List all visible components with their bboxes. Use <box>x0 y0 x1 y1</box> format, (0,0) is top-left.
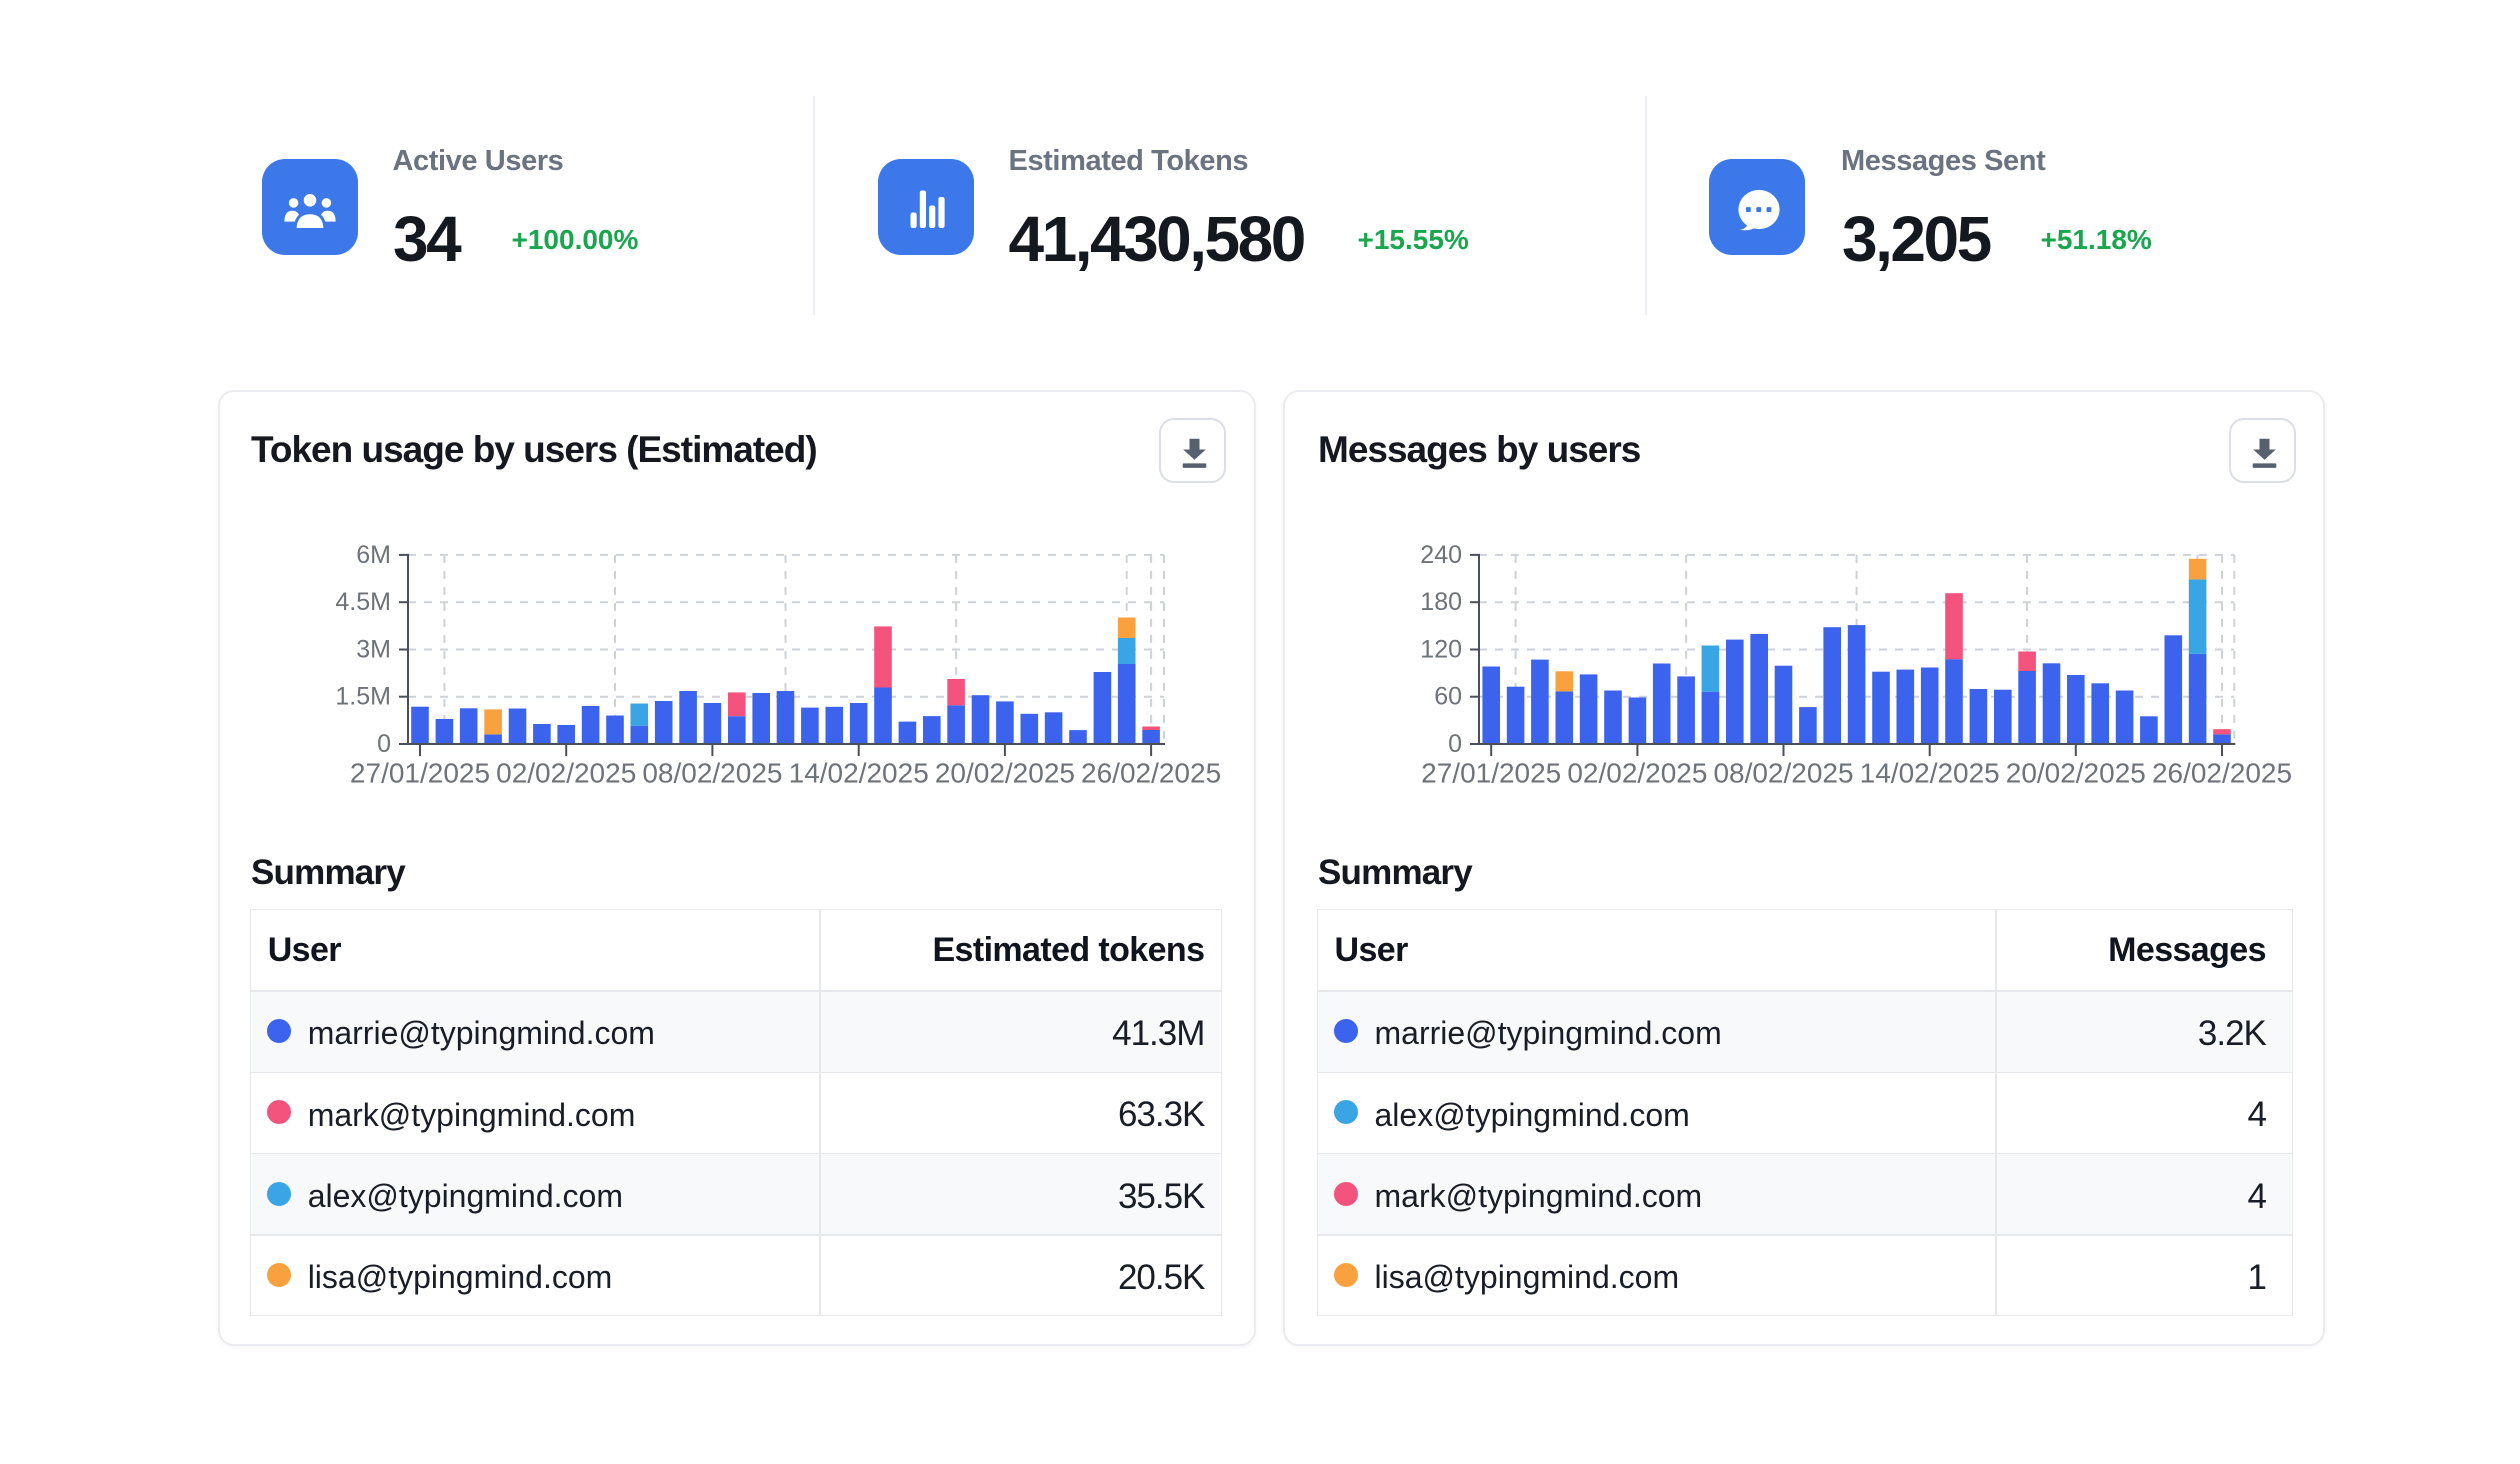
svg-text:20/02/2025: 20/02/2025 <box>2006 757 2146 788</box>
svg-text:180: 180 <box>1420 588 1462 616</box>
svg-text:02/02/2025: 02/02/2025 <box>496 758 636 789</box>
svg-text:120: 120 <box>1420 636 1462 664</box>
svg-text:14/02/2025: 14/02/2025 <box>1860 757 2000 788</box>
svg-text:4.5M: 4.5M <box>335 588 391 616</box>
svg-text:02/02/2025: 02/02/2025 <box>1568 757 1708 788</box>
svg-text:60: 60 <box>1434 683 1462 711</box>
svg-text:26/02/2025: 26/02/2025 <box>1081 758 1221 789</box>
svg-text:08/02/2025: 08/02/2025 <box>642 758 782 789</box>
svg-text:6M: 6M <box>356 541 391 569</box>
svg-text:27/01/2025: 27/01/2025 <box>1421 757 1561 788</box>
svg-text:20/02/2025: 20/02/2025 <box>934 758 1074 789</box>
svg-text:1.5M: 1.5M <box>335 683 391 711</box>
svg-text:0: 0 <box>1448 730 1462 758</box>
svg-text:0: 0 <box>377 730 391 758</box>
svg-text:27/01/2025: 27/01/2025 <box>349 758 489 789</box>
svg-text:26/02/2025: 26/02/2025 <box>2152 757 2292 788</box>
svg-text:08/02/2025: 08/02/2025 <box>1714 757 1854 788</box>
svg-text:3M: 3M <box>356 636 391 664</box>
svg-text:240: 240 <box>1420 541 1462 569</box>
svg-text:14/02/2025: 14/02/2025 <box>788 758 928 789</box>
